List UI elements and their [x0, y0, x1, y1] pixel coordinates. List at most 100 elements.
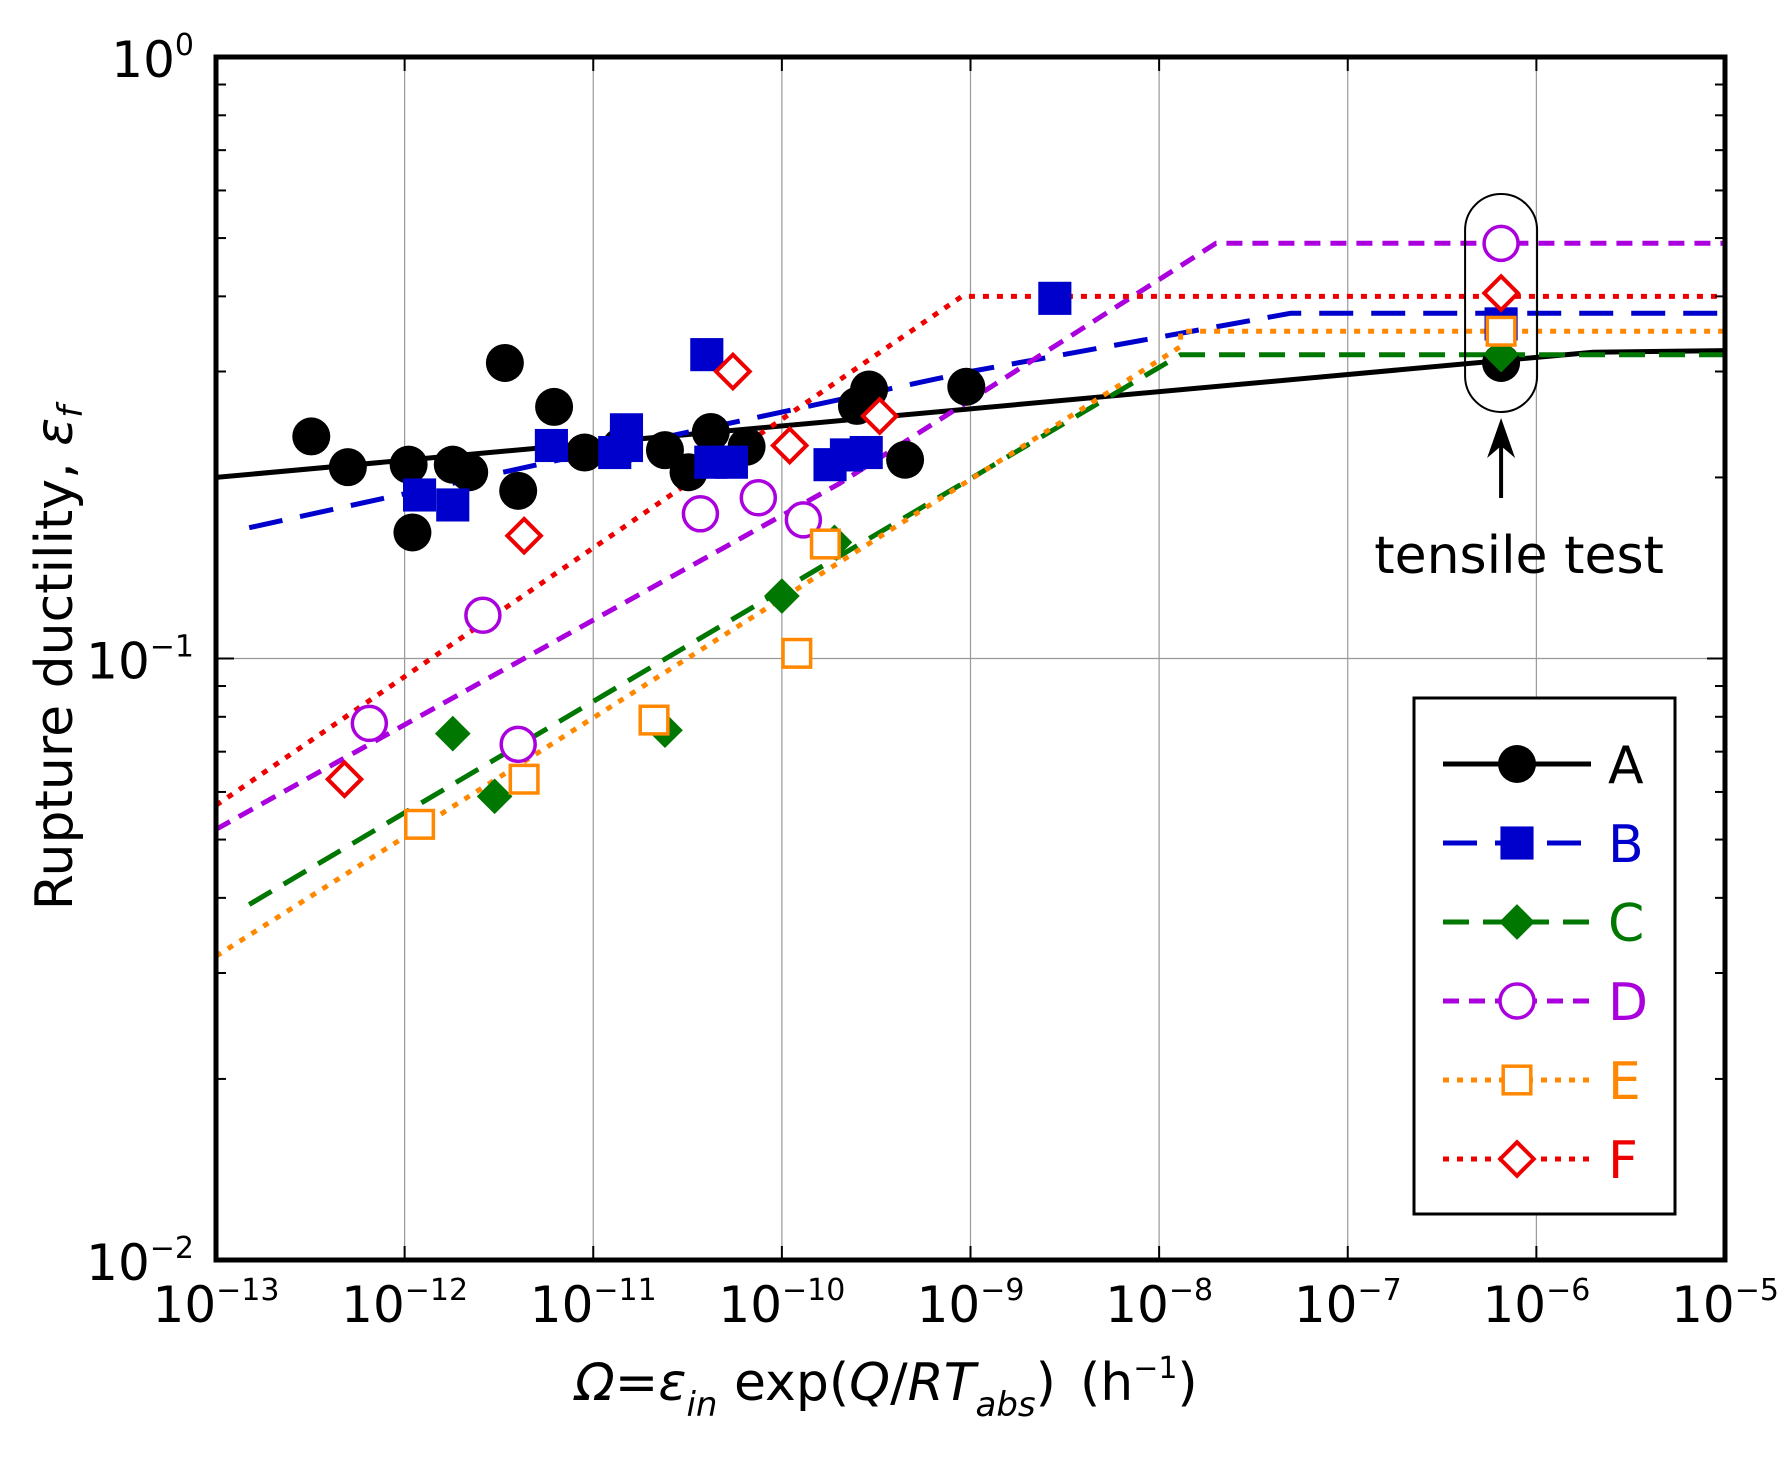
y-tick-label-base: 10 — [86, 633, 150, 691]
y-axis-label-symbol: ε — [25, 418, 85, 446]
data-point-E — [781, 637, 813, 669]
y-tick-label-base: 10 — [111, 31, 175, 89]
legend-marker-F — [1497, 1139, 1537, 1179]
data-point-E — [508, 763, 540, 795]
series-line-C — [247, 352, 1725, 907]
x-tick-label-base: 10 — [1671, 1276, 1735, 1334]
y-tick-label-base: 10 — [86, 1234, 150, 1292]
x-tick-label-base: 10 — [917, 1276, 981, 1334]
data-point-A — [328, 448, 367, 487]
x-label-abs: abs — [976, 1385, 1036, 1425]
data-point-F — [860, 396, 900, 436]
x-label-epsilon: ε — [658, 1353, 686, 1413]
x-tick-label: 10−7 — [1294, 1273, 1402, 1334]
x-tick-label-base: 10 — [341, 1276, 405, 1334]
data-point-A — [947, 367, 986, 406]
data-point-D — [464, 596, 502, 635]
x-label-q: Q — [849, 1353, 890, 1413]
x-axis-label: Ω=εin exp(Q/RTabs) (h−1) — [573, 1351, 1198, 1425]
data-point-F — [324, 759, 365, 799]
x-tick-label-exp: −6 — [1546, 1273, 1590, 1308]
x-tick-label: 10−8 — [1105, 1273, 1213, 1334]
data-points — [292, 224, 1521, 840]
series-line-E — [216, 328, 1725, 959]
x-tick-label-exp: −11 — [593, 1273, 656, 1308]
y-tick-label: 100 — [111, 28, 194, 89]
y-axis-label-text: Rupture ductility, — [25, 446, 85, 910]
data-point-B — [849, 435, 883, 470]
x-label-in: in — [686, 1385, 717, 1425]
legend-marker-B — [1500, 826, 1534, 860]
tick-labels: 10−13 10−12 10−11 10−10 10−9 10−8 10−7 10−6 10−5… — [86, 28, 1779, 1334]
x-tick-label-base: 10 — [718, 1276, 782, 1334]
data-point-A — [565, 433, 604, 472]
legend-label-F: F — [1608, 1131, 1638, 1191]
x-tick-label: 10−11 — [530, 1273, 657, 1334]
y-axis-label-sub: f — [51, 401, 91, 418]
data-point-F — [770, 425, 810, 466]
x-tick-label-exp: −9 — [980, 1273, 1024, 1308]
legend-label-E: E — [1608, 1052, 1641, 1112]
x-tick-label-base: 10 — [1294, 1276, 1358, 1334]
x-tick-label-base: 10 — [1105, 1276, 1169, 1334]
data-point-E — [1485, 315, 1517, 347]
data-point-D — [681, 495, 720, 533]
data-point-D — [499, 725, 537, 764]
x-label-omega: Ω — [573, 1353, 615, 1413]
data-point-A — [292, 417, 331, 456]
y-tick-label-exp: −1 — [150, 630, 194, 665]
data-point-B — [1038, 281, 1072, 315]
x-tick-label: 10−9 — [917, 1273, 1025, 1334]
data-point-A — [393, 513, 432, 552]
data-point-D — [1482, 224, 1520, 263]
tensile-test-annotation: tensile test — [1374, 193, 1664, 586]
y-tick-label: 10−2 — [86, 1231, 194, 1292]
x-label-unit-close: ) — [1177, 1353, 1197, 1413]
data-point-C — [764, 578, 800, 614]
legend-label-C: C — [1608, 894, 1644, 954]
x-tick-label-exp: −5 — [1735, 1273, 1779, 1308]
legend-marker-D — [1498, 982, 1536, 1020]
data-point-A — [535, 387, 574, 426]
tensile-test-capsule — [1464, 193, 1539, 413]
legend-label-B: B — [1608, 815, 1644, 875]
data-point-A — [389, 445, 428, 484]
x-label-eq: = — [615, 1353, 659, 1413]
legend-box — [1412, 696, 1677, 1216]
data-point-B — [436, 488, 470, 522]
x-tick-label: 10−12 — [341, 1273, 468, 1334]
x-tick-label-exp: −10 — [782, 1273, 845, 1308]
data-point-E — [638, 704, 670, 736]
x-tick-label-exp: −8 — [1169, 1273, 1213, 1308]
data-point-B — [609, 428, 644, 463]
data-point-D — [350, 704, 389, 743]
y-axis-label: Rupture ductility, εf — [25, 401, 91, 910]
x-tick-label-exp: −13 — [216, 1273, 279, 1308]
legend-label-D: D — [1608, 973, 1648, 1033]
x-tick-label-base: 10 — [1482, 1276, 1546, 1334]
tensile-test-label: tensile test — [1374, 526, 1664, 586]
data-point-F — [1481, 273, 1521, 313]
x-label-exp: exp( — [717, 1353, 849, 1413]
x-label-close: ) — [1036, 1353, 1056, 1413]
y-tick-label-exp: 0 — [175, 28, 194, 63]
data-point-C — [434, 715, 471, 752]
x-tick-label: 10−13 — [153, 1273, 280, 1334]
arrow-head-icon — [1487, 418, 1516, 458]
data-point-A — [499, 471, 538, 510]
plot-frame — [213, 54, 1728, 1263]
legend-marker-A — [1498, 745, 1536, 783]
data-point-D — [784, 501, 823, 539]
x-tick-label: 10−5 — [1671, 1273, 1779, 1334]
x-label-rt: RT — [908, 1353, 980, 1413]
x-tick-label-base: 10 — [153, 1276, 217, 1334]
data-point-F — [713, 351, 753, 392]
data-point-C — [476, 778, 513, 815]
x-tick-label-exp: −12 — [405, 1273, 468, 1308]
x-tick-label: 10−6 — [1482, 1273, 1590, 1334]
data-point-E — [404, 808, 436, 840]
x-tick-label: 10−10 — [718, 1273, 845, 1334]
data-point-B — [403, 478, 437, 512]
